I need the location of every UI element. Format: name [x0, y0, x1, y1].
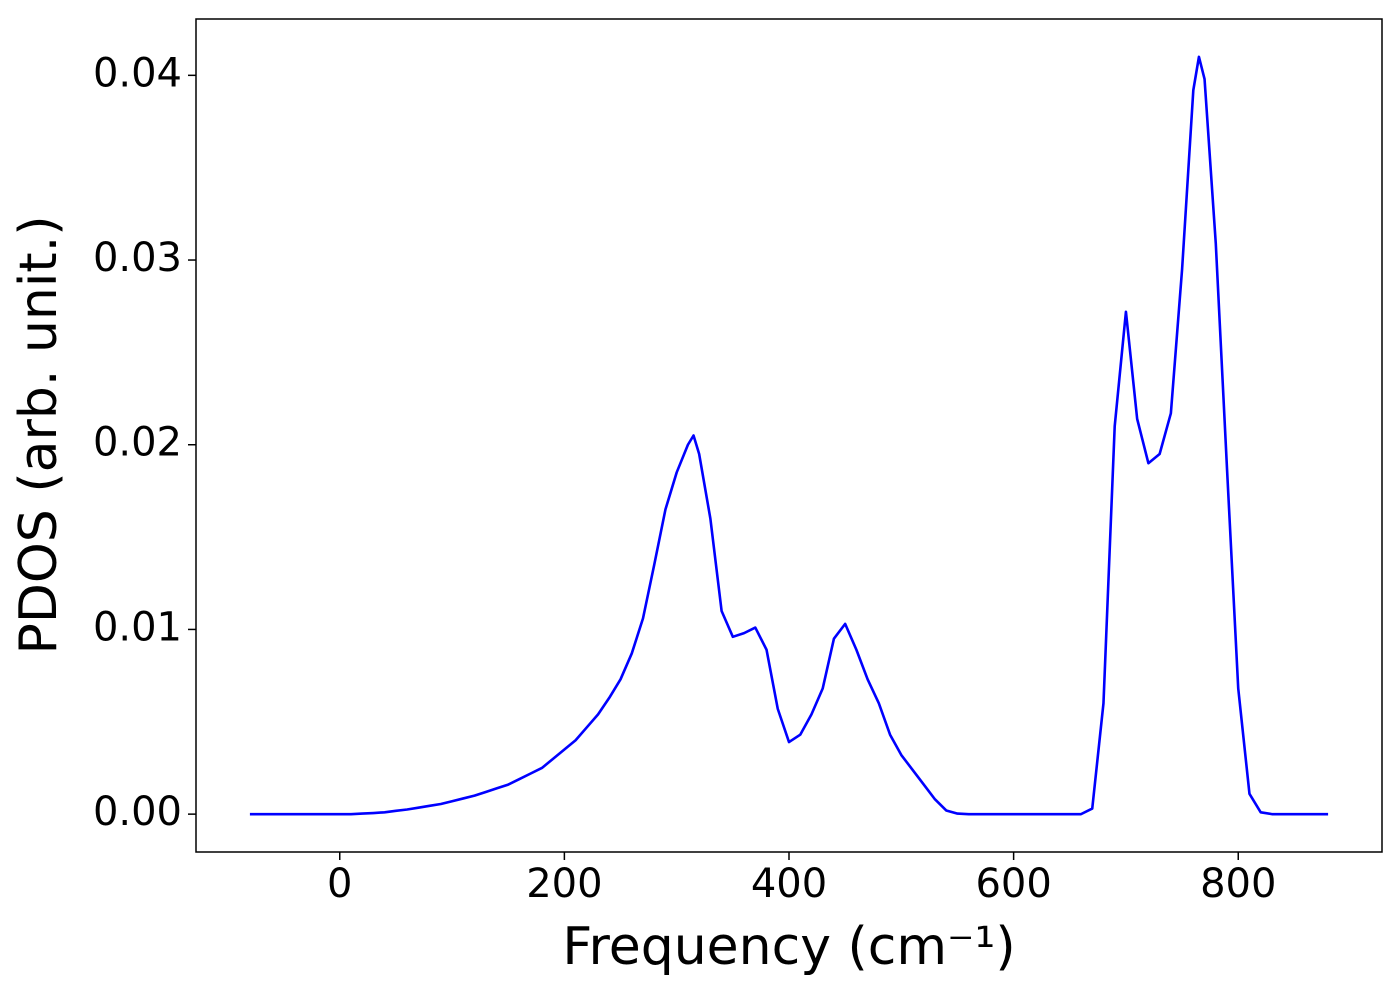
y-tick-label: 0.01 [93, 604, 182, 650]
y-tick-label: 0.03 [93, 235, 182, 281]
data-line [249, 55, 1329, 816]
x-axis-label: Frequency (cm⁻¹) [562, 917, 1015, 977]
x-tick-label: 800 [1200, 861, 1276, 907]
x-tick-label: 0 [327, 861, 352, 907]
y-tick-label: 0.00 [93, 789, 182, 835]
x-tick-label: 400 [751, 861, 827, 907]
y-tick-label: 0.04 [93, 50, 182, 96]
plot-frame [195, 18, 1383, 853]
y-tick-label: 0.02 [93, 420, 182, 466]
y-axis-label: PDOS (arb. unit.) [9, 215, 69, 654]
x-tick-label: 600 [975, 861, 1051, 907]
x-tick-label: 200 [526, 861, 602, 907]
